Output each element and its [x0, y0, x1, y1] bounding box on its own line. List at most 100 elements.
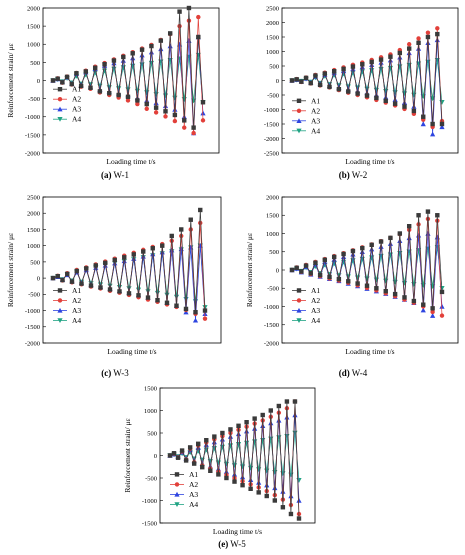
data-point: [276, 435, 282, 441]
data-point: [55, 76, 60, 81]
data-point: [145, 289, 151, 295]
data-point: [69, 81, 74, 87]
data-point: [406, 235, 412, 241]
data-point: [150, 251, 156, 257]
data-point: [350, 248, 356, 254]
data-point: [439, 313, 445, 318]
data-point: [439, 303, 445, 309]
panel-name: W-5: [228, 539, 246, 549]
data-point: [322, 71, 328, 76]
y-tick-label: -500: [267, 92, 279, 99]
data-point: [392, 279, 398, 285]
data-point: [55, 273, 60, 279]
data-point: [276, 403, 282, 409]
data-point: [411, 108, 417, 114]
data-point: [232, 479, 237, 484]
data-point: [388, 235, 393, 241]
data-point: [378, 239, 384, 244]
data-point: [430, 309, 435, 315]
data-point: [346, 89, 351, 94]
panel-caption: (a) W-1: [101, 170, 129, 180]
data-point: [355, 281, 360, 286]
legend-marker: [296, 118, 302, 123]
y-tick-label: 1000: [144, 408, 157, 415]
y-tick-label: 2000: [27, 5, 40, 12]
panel-name: W-3: [111, 368, 129, 378]
legend-label: A1: [72, 85, 81, 94]
data-point: [434, 234, 440, 240]
legend-label: A3: [311, 116, 320, 125]
data-point: [117, 289, 122, 294]
data-point: [364, 276, 370, 282]
data-point: [425, 34, 431, 40]
data-point: [126, 291, 132, 296]
y-tick-label: -1000: [264, 304, 279, 311]
legend-marker: [296, 108, 302, 114]
data-point: [336, 87, 342, 92]
data-point: [272, 498, 278, 503]
y-tick-label: 1000: [27, 42, 40, 49]
y-tick-label: 2500: [27, 194, 40, 201]
data-point: [172, 112, 178, 118]
data-point: [402, 104, 407, 109]
data-point: [224, 475, 229, 481]
legend-marker: [174, 472, 180, 477]
data-point: [173, 294, 180, 300]
data-point: [327, 84, 332, 90]
data-point: [308, 271, 313, 276]
legend-marker: [296, 307, 302, 313]
data-point: [182, 125, 187, 130]
data-point: [240, 483, 245, 488]
data-point: [207, 459, 213, 464]
data-point: [415, 232, 422, 238]
data-point: [192, 317, 199, 323]
data-point: [92, 65, 98, 71]
data-point: [164, 292, 170, 298]
y-axis-label: Reinforcement strain/ με: [6, 233, 15, 307]
data-point: [177, 9, 182, 14]
data-point: [340, 254, 347, 260]
data-point: [179, 227, 184, 232]
data-point: [216, 472, 221, 477]
y-tick-label: -500: [28, 292, 40, 299]
legend-marker: [296, 98, 302, 103]
y-tick-label: 1500: [266, 213, 279, 220]
data-point: [111, 58, 117, 63]
data-point: [296, 497, 302, 503]
data-point: [341, 251, 346, 257]
y-axis-label: Reinforcement strain/ με: [123, 418, 132, 492]
data-point: [179, 448, 185, 453]
data-point: [341, 66, 346, 72]
data-point: [378, 244, 384, 249]
data-point: [264, 493, 269, 499]
data-point: [284, 399, 290, 404]
legend-label: A1: [311, 286, 320, 295]
data-point: [411, 282, 417, 287]
data-point: [154, 290, 161, 296]
series-A1: [289, 209, 445, 311]
data-point: [200, 100, 206, 105]
data-point: [183, 297, 189, 302]
legend-marker: [296, 318, 302, 324]
y-tick-label: -1000: [25, 308, 40, 315]
data-point: [430, 313, 436, 318]
data-point: [175, 455, 181, 460]
legend-marker: [57, 87, 63, 92]
panel-name: W-4: [350, 368, 368, 378]
data-point: [416, 222, 421, 227]
y-tick-label: 500: [147, 430, 157, 437]
legend-label: A4: [311, 126, 320, 135]
data-point: [430, 121, 435, 127]
data-point: [392, 97, 398, 102]
data-point: [411, 298, 417, 304]
data-point: [439, 121, 445, 127]
series-A1: [50, 5, 206, 130]
legend-label: A3: [72, 306, 81, 315]
data-point: [148, 49, 155, 55]
data-point: [284, 433, 290, 439]
data-point: [360, 62, 365, 67]
